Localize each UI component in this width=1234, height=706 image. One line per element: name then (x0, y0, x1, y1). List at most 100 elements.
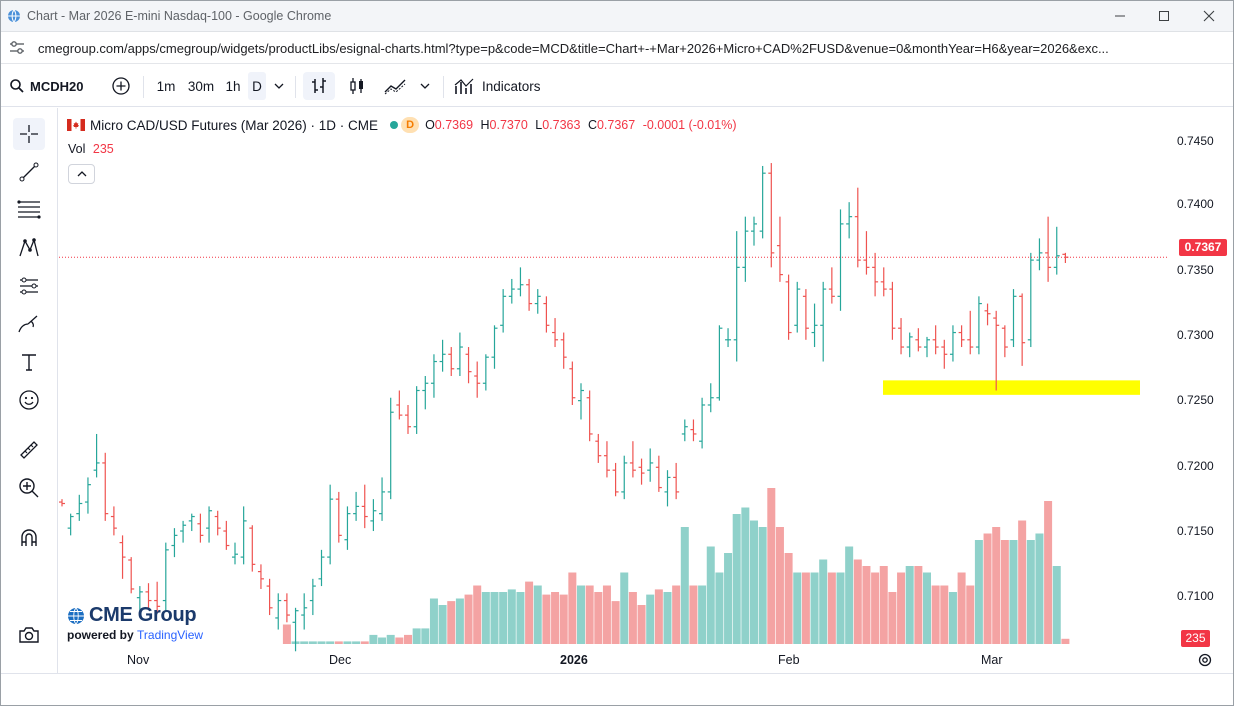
minimize-button[interactable] (1098, 1, 1142, 31)
bottom-bar (1, 673, 1233, 705)
cme-group-logo[interactable]: CME Group (67, 604, 197, 627)
ohlc-bar (1045, 216, 1052, 282)
price-tick: 0.7300 (1177, 328, 1214, 342)
volume-bar (360, 641, 369, 644)
volume-bar (853, 559, 862, 644)
candles-chart-type-button[interactable] (342, 72, 372, 100)
volume-bar (499, 592, 508, 644)
zoom-in-icon (19, 478, 39, 498)
logo-text: CME Group (89, 604, 197, 626)
url-field[interactable]: cmegroup.com/apps/cmegroup/widgets/produ… (38, 41, 1109, 56)
settings-gear-icon[interactable] (1197, 652, 1213, 668)
ohlc-bar (1001, 325, 1008, 358)
time-label-dec: Dec (329, 653, 352, 667)
price-chart[interactable] (59, 108, 1167, 673)
pattern-icon (19, 237, 39, 257)
ohlc-bar (76, 494, 83, 521)
volume-value: 235 (92, 142, 114, 156)
ohlc-bar (1010, 289, 1017, 348)
volume-bar (948, 592, 957, 644)
instrument-title[interactable]: Micro CAD/USD Futures (Mar 2026) · 1D · … (90, 117, 379, 133)
compare-symbol-button[interactable] (107, 72, 135, 100)
ohlc-bar (309, 578, 316, 616)
text-tool[interactable] (13, 346, 45, 378)
volume-bar (412, 628, 421, 644)
open-value: 0.7369 (434, 118, 474, 132)
close-button[interactable] (1187, 1, 1231, 31)
ohlc-bar (552, 318, 559, 348)
toolbar-divider (295, 76, 296, 98)
ohlc-bar (214, 510, 221, 536)
ohlc-bar (1053, 226, 1060, 275)
site-settings-icon[interactable] (8, 40, 26, 56)
volume-bar (334, 641, 343, 644)
ohlc-bar (188, 513, 195, 532)
fib-tool[interactable] (13, 194, 45, 226)
ohlc-bar (915, 328, 922, 352)
chart-type-dropdown[interactable] (415, 72, 435, 100)
ohlc-bar (569, 361, 576, 405)
volume-bar (836, 572, 845, 644)
icon-tool[interactable] (13, 384, 45, 416)
forecasting-tool[interactable] (13, 270, 45, 302)
brush-tool[interactable] (13, 308, 45, 340)
ohlc-bar (820, 281, 827, 362)
ohlc-bar (595, 433, 602, 463)
magnet-tool[interactable] (13, 522, 45, 554)
ohlc-bar (275, 593, 282, 630)
ohlc-bar (1062, 252, 1069, 264)
market-status-badge[interactable]: D (401, 117, 420, 133)
trend-line-tool[interactable] (13, 156, 45, 188)
volume-bar (1026, 540, 1035, 644)
area-chart-type-button[interactable] (379, 72, 411, 100)
candles-icon (350, 78, 363, 94)
close-label: C (587, 118, 597, 132)
volume-bar (940, 585, 949, 644)
ohlc-bar (880, 267, 887, 297)
interval-1m[interactable]: 1m (156, 78, 176, 94)
price-tick: 0.7200 (1177, 459, 1214, 473)
volume-bar (715, 572, 724, 644)
powered-by[interactable]: powered by TradingView (67, 628, 203, 642)
volume-bar (845, 546, 854, 644)
pattern-tool[interactable] (13, 232, 45, 264)
volume-bar (326, 641, 335, 644)
volume-bar (386, 634, 395, 644)
interval-dropdown[interactable] (269, 72, 289, 100)
ohlc-bar (59, 499, 65, 507)
volume-bar (577, 585, 585, 644)
change-value: -0.0001 (-0.01%) (642, 118, 737, 132)
price-axis[interactable]: 0.7450 0.7400 0.7350 0.7300 0.7250 0.720… (1167, 108, 1229, 673)
ohlc-bar (154, 581, 161, 613)
volume-bar (862, 566, 871, 644)
ruler-icon (20, 441, 38, 459)
drawing-toolbar (1, 108, 58, 673)
tradingview-link[interactable]: TradingView (137, 628, 204, 642)
volume-bar (421, 628, 430, 644)
high-value: 0.7370 (489, 118, 528, 132)
highlight-zone[interactable] (883, 380, 1140, 395)
zoom-in-tool[interactable] (13, 472, 45, 504)
bars-chart-type-button[interactable] (303, 72, 335, 100)
crosshair-tool[interactable] (13, 118, 45, 150)
maximize-button[interactable] (1142, 1, 1186, 31)
ohlc-bar (776, 216, 783, 282)
volume-bar (680, 527, 689, 644)
ohlc-bar (67, 513, 74, 536)
interval-1d[interactable]: D (248, 72, 266, 100)
plus-circle-icon (112, 77, 130, 95)
ohlc-bar (543, 296, 550, 333)
interval-1h[interactable]: 1h (225, 78, 241, 94)
volume-bar (352, 641, 361, 644)
symbol-search[interactable]: MCDH20 (9, 72, 93, 100)
measure-tool[interactable] (13, 434, 45, 466)
market-open-dot (390, 121, 399, 129)
interval-30m[interactable]: 30m (187, 78, 215, 94)
toolbar-divider (443, 76, 444, 98)
minimize-icon (1115, 15, 1125, 17)
collapse-legend-button[interactable] (68, 164, 95, 184)
indicators-button[interactable]: Indicators (453, 72, 553, 100)
screenshot-button[interactable] (13, 619, 45, 651)
volume-bar (689, 585, 698, 644)
